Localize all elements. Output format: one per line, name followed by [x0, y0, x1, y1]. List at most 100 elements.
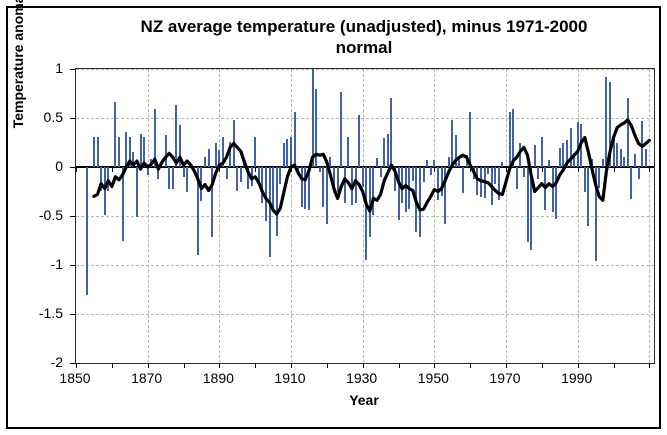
bar	[522, 167, 525, 177]
bar	[512, 109, 515, 167]
bar	[100, 167, 103, 191]
bar	[630, 167, 633, 200]
bar	[143, 136, 146, 167]
bar	[515, 167, 518, 189]
bar	[125, 131, 128, 167]
bar	[343, 167, 346, 204]
bar	[254, 136, 257, 167]
bar	[372, 167, 375, 216]
bar	[601, 159, 604, 167]
bar	[121, 167, 124, 241]
chart-title-line1: NZ average temperature (unadjusted), min…	[140, 17, 588, 36]
x-axis-tick	[434, 364, 436, 368]
bar	[304, 167, 307, 210]
bar	[247, 167, 249, 189]
bar	[318, 167, 321, 172]
bar	[462, 167, 464, 194]
x-axis-tick	[506, 364, 507, 368]
y-tick-label: 0	[55, 158, 63, 174]
bar	[139, 133, 142, 167]
bar	[333, 167, 335, 194]
bar	[103, 167, 106, 216]
x-axis-tick	[326, 364, 328, 368]
bar	[383, 137, 386, 167]
bar	[135, 167, 138, 217]
bar	[275, 167, 278, 236]
bar	[555, 167, 558, 219]
y-axis-tick	[70, 363, 75, 364]
x-axis-tick	[219, 364, 221, 368]
bar	[623, 157, 626, 167]
plot-area	[70, 68, 655, 368]
bar	[422, 167, 425, 182]
x-axis-tick	[649, 364, 651, 368]
bar	[146, 167, 149, 175]
bar	[178, 124, 181, 167]
bar	[92, 136, 95, 167]
bar	[379, 167, 382, 177]
bar	[157, 167, 160, 179]
bar	[476, 167, 479, 196]
vertical-gridline	[649, 69, 651, 363]
y-tick-label: -1	[50, 256, 63, 272]
bar	[644, 149, 647, 167]
bar	[218, 150, 221, 167]
bar	[132, 152, 135, 167]
bar	[282, 143, 285, 167]
bar	[573, 153, 576, 167]
x-axis-tick	[255, 168, 257, 172]
bar	[497, 167, 500, 201]
bar	[487, 167, 490, 174]
bar	[293, 112, 296, 167]
bar	[569, 127, 572, 167]
bar	[576, 121, 579, 167]
x-tick-label: 1850	[59, 370, 91, 386]
y-tick-label: -2	[50, 354, 63, 370]
bar	[207, 149, 210, 167]
bar	[501, 162, 504, 167]
bar	[451, 119, 454, 167]
x-tick-label: 1970	[489, 370, 521, 386]
x-axis-tick	[470, 364, 472, 368]
bar	[204, 157, 206, 167]
bar	[436, 167, 439, 201]
bar	[537, 167, 540, 179]
y-axis-tick	[70, 216, 75, 217]
bar	[361, 167, 364, 187]
bar	[114, 102, 117, 167]
bar	[214, 143, 217, 167]
bar	[311, 69, 314, 167]
bar	[587, 167, 590, 226]
bar	[236, 167, 239, 191]
vertical-gridline	[362, 69, 364, 363]
vertical-gridline	[434, 69, 436, 363]
bar	[322, 167, 325, 208]
bar	[315, 88, 318, 167]
x-axis-tick	[470, 168, 472, 172]
bar	[358, 115, 361, 167]
bar	[279, 167, 282, 184]
bar	[404, 167, 407, 213]
x-axis-tick	[649, 168, 651, 172]
bar	[128, 136, 131, 167]
bar	[393, 167, 396, 191]
bar	[286, 138, 289, 167]
x-axis-tick	[111, 168, 113, 172]
bar	[634, 154, 636, 167]
y-tick-label: -1.5	[38, 305, 63, 321]
bar	[325, 167, 328, 224]
y-axis-tick	[70, 167, 75, 168]
bar	[562, 143, 565, 167]
bar	[268, 167, 271, 258]
chart-title-line2: normal	[335, 38, 393, 57]
bar	[164, 134, 167, 167]
bar	[419, 167, 421, 237]
x-axis-tick	[183, 364, 185, 368]
bar	[447, 157, 450, 167]
horizontal-gridline	[76, 216, 654, 217]
bar	[540, 136, 543, 167]
bar	[365, 167, 368, 261]
bar	[598, 167, 601, 188]
bar	[196, 167, 199, 256]
